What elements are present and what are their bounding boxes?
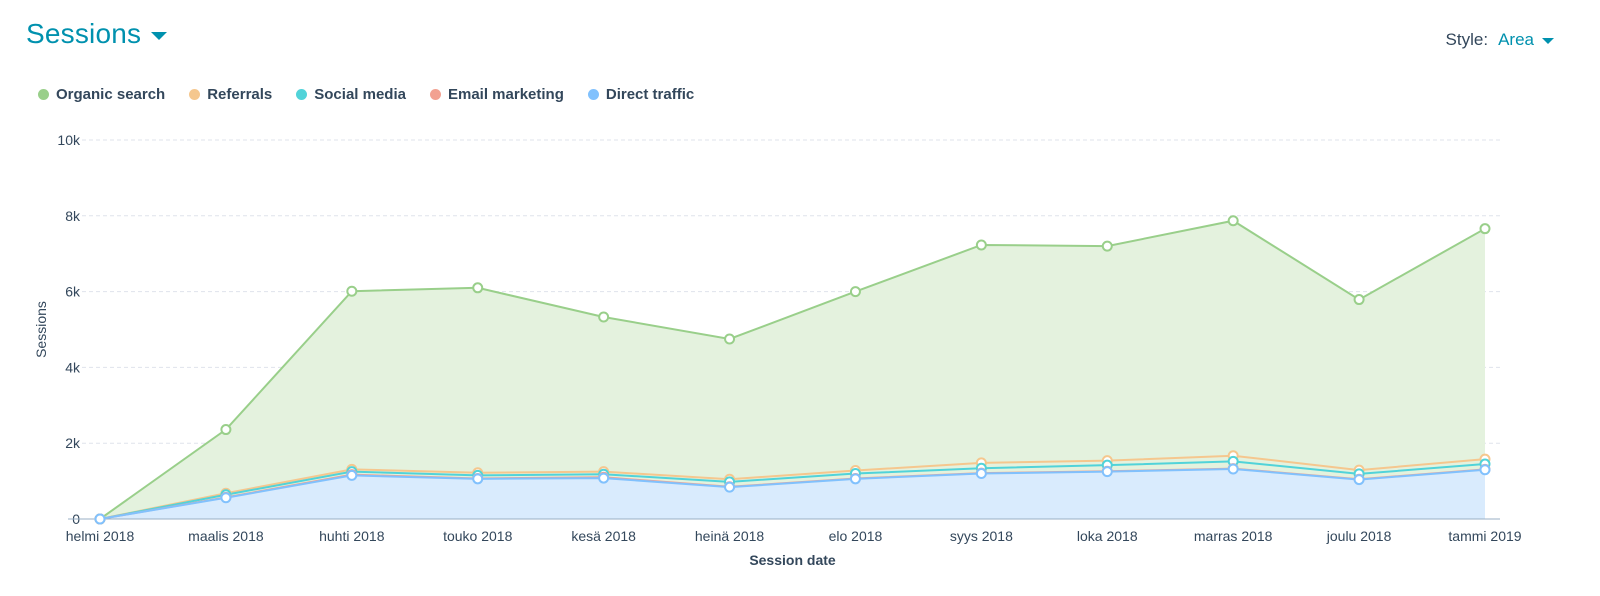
legend-label: Direct traffic [605, 86, 695, 103]
point-direct-traffic [1353, 474, 1365, 486]
point-organic-search [975, 239, 987, 251]
legend-item-referrals[interactable]: Referrals [189, 86, 272, 103]
point-organic-search [472, 282, 484, 294]
legend-item-direct-traffic[interactable]: Direct traffic [587, 86, 695, 103]
caret-down-icon[interactable] [151, 32, 168, 40]
y-tick-label: 8k [65, 208, 81, 224]
legend-dot-icon [296, 89, 308, 100]
legend-label: Referrals [207, 86, 273, 103]
legend-dot-icon [189, 89, 201, 100]
line-referrals [99, 454, 1486, 520]
y-tick-label: 10k [57, 132, 81, 148]
line-social-media [99, 460, 1486, 520]
area-direct-traffic [100, 468, 1485, 519]
x-tick-label: loka 2018 [1077, 528, 1138, 544]
point-direct-traffic [220, 492, 232, 504]
legend-item-organic-search[interactable]: Organic search [38, 86, 165, 103]
point-direct-traffic [724, 481, 736, 493]
x-tick-label: maalis 2018 [188, 528, 264, 544]
point-organic-search [1227, 215, 1239, 227]
point-direct-traffic [975, 468, 987, 480]
point-direct-traffic [1101, 466, 1113, 478]
point-organic-search [346, 285, 358, 297]
x-tick-label: marras 2018 [1194, 528, 1273, 544]
x-axis-title: Session date [749, 552, 836, 568]
y-tick-label: 6k [65, 284, 81, 300]
point-direct-traffic [472, 473, 484, 485]
y-tick-label: 4k [65, 359, 81, 375]
report-title: Sessions [26, 18, 142, 49]
legend-dot-icon [587, 89, 599, 100]
legend-label: Organic search [56, 86, 166, 103]
style-value[interactable]: Area [1498, 30, 1534, 49]
y-axis-title: Sessions [33, 301, 49, 358]
legend-dot-icon [38, 89, 49, 100]
x-tick-label: helmi 2018 [66, 528, 135, 544]
area-organic-search [100, 220, 1485, 520]
x-tick-label: elo 2018 [829, 528, 883, 544]
point-organic-search [1353, 294, 1365, 306]
legend-label: Email marketing [447, 86, 564, 103]
legend-dot-icon [429, 89, 441, 100]
point-direct-traffic [94, 513, 106, 525]
point-organic-search [1101, 240, 1113, 252]
y-tick-label: 2k [65, 435, 81, 451]
point-organic-search [849, 286, 861, 298]
point-direct-traffic [346, 469, 358, 481]
point-direct-traffic [1227, 463, 1239, 475]
x-tick-label: heinä 2018 [695, 528, 765, 544]
legend-item-social-media[interactable]: Social media [296, 86, 406, 103]
report-title-dropdown[interactable]: Sessions [26, 18, 168, 50]
style-selector[interactable]: Style: Area [1446, 30, 1554, 50]
point-organic-search [220, 424, 232, 436]
line-direct-traffic [99, 467, 1486, 520]
point-organic-search [598, 311, 610, 323]
point-direct-traffic [598, 472, 610, 484]
line-organic-search [99, 219, 1486, 520]
point-organic-search [724, 333, 736, 345]
point-direct-traffic [849, 473, 861, 485]
point-direct-traffic [1479, 464, 1491, 476]
legend-label: Social media [314, 86, 406, 103]
x-tick-label: syys 2018 [950, 528, 1013, 544]
x-tick-label: joulu 2018 [1326, 528, 1392, 544]
chevron-down-icon[interactable] [1542, 38, 1554, 44]
chart-legend: Organic search Referrals Social media Em… [38, 86, 718, 103]
x-tick-label: touko 2018 [443, 528, 512, 544]
x-tick-label: huhti 2018 [319, 528, 385, 544]
point-organic-search [1479, 223, 1491, 235]
style-label: Style: [1445, 30, 1489, 49]
x-tick-label: kesä 2018 [571, 528, 636, 544]
legend-item-email-marketing[interactable]: Email marketing [429, 86, 564, 103]
x-tick-label: tammi 2019 [1448, 528, 1521, 544]
